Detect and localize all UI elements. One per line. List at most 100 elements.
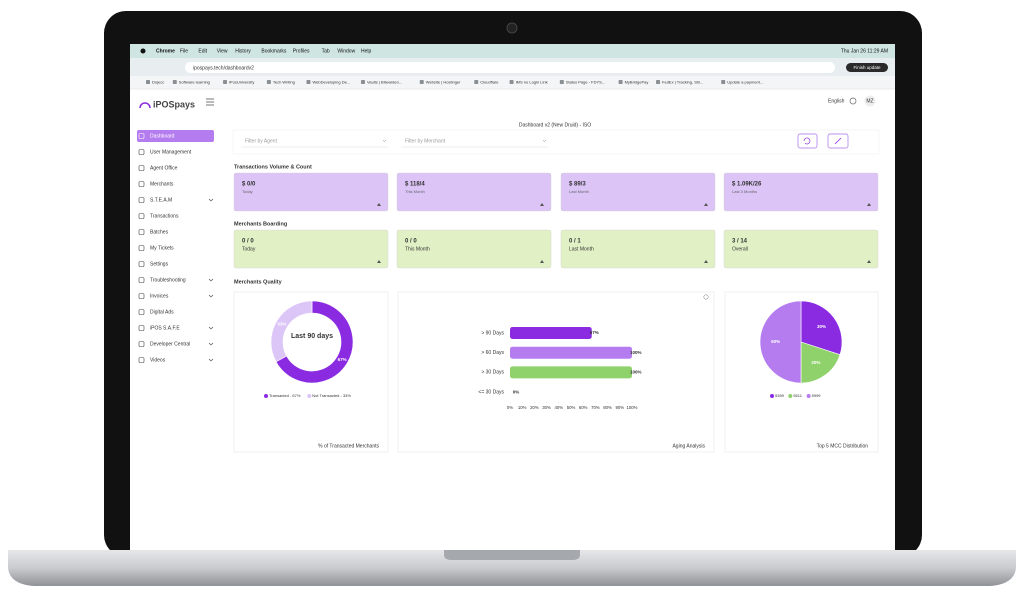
bookmark-icon	[172, 80, 177, 84]
pie-slice[interactable]	[759, 300, 802, 384]
avatar[interactable]	[864, 95, 876, 107]
bookmark[interactable]: Software learning	[179, 80, 210, 85]
y-tick-label: <= 30 Days	[478, 389, 504, 395]
menu-item[interactable]: Tab	[322, 48, 330, 54]
nav-icon	[138, 325, 145, 331]
bar[interactable]	[510, 346, 632, 359]
refresh-button[interactable]	[797, 133, 818, 149]
filter-input[interactable]: Filter by Merchant	[405, 138, 446, 144]
stat-card[interactable]	[233, 172, 389, 212]
stat-card[interactable]	[560, 172, 716, 212]
card-value: $ 0/0	[242, 182, 256, 188]
stat-card[interactable]	[233, 229, 389, 269]
nav-icon	[138, 165, 145, 171]
donut-segment[interactable]	[270, 300, 313, 363]
nav-icon	[138, 277, 145, 283]
legend-entry[interactable]: 5399	[775, 393, 785, 398]
bookmark[interactable]: Vaults | Bitwarden...	[367, 80, 402, 85]
legend-entry[interactable]: Transacted - 67%	[269, 393, 301, 398]
bar[interactable]	[510, 327, 592, 339]
value-label: 0%	[513, 389, 520, 394]
legend-swatch	[307, 394, 312, 398]
menu-item[interactable]: View	[217, 48, 228, 54]
bookmark[interactable]: Tech Writing	[273, 80, 295, 85]
nav-item[interactable]: Troubleshooting	[150, 277, 186, 283]
nav-item[interactable]: Digital Ads	[150, 309, 174, 315]
bookmark[interactable]: WebDeveloping De...	[312, 80, 350, 85]
bookmark-icon	[721, 80, 726, 84]
nav-item[interactable]: iPOS S.A.F.E	[150, 325, 180, 331]
card-icon	[540, 260, 544, 263]
url[interactable]: ipospays.tech/dashboardv2	[193, 65, 254, 71]
nav-icon	[138, 149, 145, 155]
bookmark[interactable]: Website | Hostinger	[426, 80, 461, 85]
section-title: Merchants Boarding	[234, 221, 287, 227]
menu-item[interactable]: Profiles	[293, 48, 310, 54]
nav-item[interactable]: Videos	[150, 357, 166, 363]
bookmark[interactable]: Update a payment...	[727, 80, 763, 85]
value-label: 30%	[817, 324, 826, 329]
stat-card[interactable]	[396, 172, 552, 212]
menu-item[interactable]: Bookmarks	[261, 48, 287, 54]
nav-item[interactable]: Agent Office	[150, 165, 178, 171]
bookmark[interactable]: MyBridgePay	[625, 80, 649, 85]
nav-item[interactable]: Batches	[150, 229, 169, 235]
language[interactable]: English	[828, 98, 845, 104]
legend-swatch	[264, 394, 268, 398]
menu-item[interactable]: History	[235, 48, 251, 54]
update-label[interactable]: Finish update	[853, 65, 881, 70]
bookmark[interactable]: FedEx | Tracking, Shi...	[662, 80, 703, 85]
bookmark[interactable]: Status Page - FDYS...	[566, 80, 605, 85]
value-label: 100%	[630, 350, 642, 355]
nav-item[interactable]: Developer Central	[150, 341, 190, 347]
card-label: Last Month	[569, 246, 594, 252]
menu-item[interactable]: Edit	[198, 48, 207, 54]
card-label: Today	[242, 246, 256, 252]
value-label: 67%	[590, 330, 599, 335]
legend-entry[interactable]: Not Transacted - 33%	[312, 393, 351, 398]
bookmark[interactable]: IMS no Login Link	[516, 80, 548, 85]
nav-item[interactable]: Settings	[150, 261, 169, 267]
stat-card[interactable]	[723, 172, 879, 212]
bookmark[interactable]: Cloudflare	[480, 80, 499, 85]
value-label: 20%	[811, 360, 820, 365]
donut-segment[interactable]	[275, 300, 354, 384]
legend-entry[interactable]: 5511	[793, 393, 802, 398]
nav-icon	[138, 245, 145, 251]
card-icon	[377, 260, 381, 263]
chevron	[208, 342, 214, 346]
stat-card[interactable]	[723, 229, 879, 269]
info-icon[interactable]	[703, 294, 709, 300]
legend-entry[interactable]: 5999	[812, 393, 822, 398]
menu-item[interactable]: Help	[361, 48, 372, 54]
nav-item[interactable]: Dashboard	[150, 133, 175, 139]
nav-item[interactable]: Merchants	[150, 181, 174, 187]
update-pill[interactable]	[846, 63, 888, 72]
settings-icon[interactable]	[849, 97, 857, 105]
menu-item[interactable]: File	[180, 48, 188, 54]
chart-title: Top 5 MCC Distribution	[817, 443, 869, 449]
bookmark-icon	[509, 80, 514, 84]
stat-card[interactable]	[560, 229, 716, 269]
value-label: 33%	[277, 321, 286, 326]
logo-mark	[139, 102, 151, 109]
filter-input[interactable]: Filter by Agent	[245, 138, 278, 144]
bar[interactable]	[510, 366, 632, 379]
bookmark[interactable]: iPosUniversity	[229, 80, 254, 85]
stat-card[interactable]	[396, 229, 552, 269]
nav-item[interactable]: Transactions	[150, 213, 179, 219]
nav-item[interactable]: Invoices	[150, 293, 169, 299]
menu-item[interactable]: Window	[337, 48, 355, 54]
nav-item[interactable]: S.T.E.A.M	[150, 197, 172, 203]
dropdown-arrow	[382, 139, 387, 142]
nav-item[interactable]: My Tickets	[150, 245, 174, 251]
url-field[interactable]	[185, 62, 835, 73]
bookmark[interactable]: Dojecc	[152, 80, 164, 85]
bookmark-icon	[618, 80, 623, 84]
pie-slice[interactable]	[800, 300, 843, 356]
chevron	[208, 294, 214, 298]
bookmark-icon	[306, 80, 311, 84]
nav-item[interactable]: User Management	[150, 149, 192, 155]
dropdown-arrow	[542, 139, 547, 142]
pie-slice[interactable]	[800, 341, 841, 384]
